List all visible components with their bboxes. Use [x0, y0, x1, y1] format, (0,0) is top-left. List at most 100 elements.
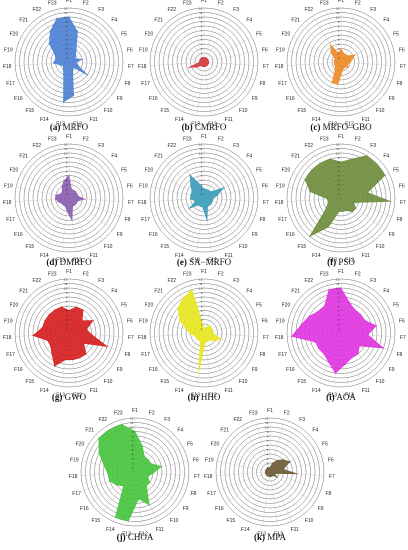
data-point-f9 [75, 202, 77, 204]
feature-label-f19: F19 [139, 183, 148, 189]
caption-letter: (a) [50, 122, 61, 132]
feature-label-f15: F15 [26, 379, 35, 385]
data-point-f21 [190, 185, 192, 187]
data-point-f13 [338, 210, 340, 212]
ring-label: 10 [336, 15, 340, 19]
caption-name: SA−MRFO [187, 257, 232, 267]
feature-label-f12: F12 [208, 257, 217, 263]
grid-spoke [203, 61, 212, 116]
data-point-f2 [205, 188, 208, 190]
caption-name: PSO [336, 257, 355, 267]
chart-caption: (g) GWO [52, 392, 87, 402]
data-point-f4 [282, 459, 284, 461]
caption-letter: (e) [177, 257, 187, 267]
feature-label-f21: F21 [19, 154, 28, 160]
data-point-f15 [309, 235, 311, 237]
data-point-f13 [202, 206, 204, 208]
data-point-f11 [148, 504, 150, 506]
feature-label-f14: F14 [40, 117, 49, 123]
feature-label-f23: F23 [320, 136, 329, 142]
data-point-f16 [196, 337, 198, 339]
data-point-f5 [354, 54, 356, 56]
data-point-f6 [77, 195, 79, 197]
ring-label: 10 [265, 425, 269, 429]
ring-label: 4 [338, 313, 340, 317]
ring-label: 2 [201, 322, 203, 326]
feature-label-f10: F10 [239, 108, 248, 114]
caption-name: MRFO–GBO [320, 122, 372, 132]
data-point-f6 [212, 330, 214, 332]
feature-label-f18: F18 [204, 474, 213, 480]
ring-label: 6 [267, 443, 269, 447]
data-point-f23 [56, 18, 58, 20]
data-point-f10 [145, 485, 147, 487]
feature-label-f23: F23 [320, 271, 329, 277]
data-point-f13 [337, 83, 339, 85]
ring-label: 9 [338, 156, 340, 160]
data-point-f17 [188, 66, 190, 68]
data-point-f3 [354, 309, 356, 311]
feature-label-f22: F22 [304, 278, 313, 284]
feature-label-f13: F13 [56, 257, 65, 263]
data-point-f7 [367, 334, 369, 336]
feature-label-f15: F15 [26, 108, 35, 114]
feature-label-f4: F4 [246, 289, 252, 295]
feature-label-f3: F3 [98, 7, 104, 13]
ring-label: 7 [66, 165, 68, 169]
ring-label: 5 [132, 448, 134, 452]
grid-spoke [150, 61, 205, 66]
feature-label-f20: F20 [145, 31, 154, 37]
feature-label-f13: F13 [328, 392, 337, 398]
data-point-f16 [62, 65, 65, 67]
ring-label: 5 [66, 174, 68, 178]
ring-label: 12 [199, 277, 203, 281]
data-point-f9 [276, 476, 278, 478]
data-point-f15 [266, 474, 268, 477]
data-point-f21 [61, 191, 64, 193]
data-point-f11 [271, 475, 273, 477]
data-point-f10 [206, 64, 208, 67]
chart-caption: (b) CMRFO [182, 122, 227, 132]
data-point-f10 [209, 339, 211, 341]
data-point-f17 [57, 201, 60, 203]
feature-label-f20: F20 [282, 302, 291, 308]
ring-label: 9 [338, 291, 340, 295]
feature-label-f19: F19 [139, 47, 148, 53]
data-point-f19 [309, 190, 311, 193]
feature-label-f8: F8 [259, 217, 265, 223]
feature-label-f3: F3 [233, 143, 239, 149]
data-point-f11 [206, 340, 209, 342]
ring-label: 6 [201, 169, 203, 173]
data-point-f2 [271, 462, 274, 464]
data-point-f15 [123, 485, 125, 487]
ring-label: 10 [336, 151, 340, 155]
caption-name: DMRFO [57, 257, 92, 267]
feature-label-f16: F16 [149, 232, 158, 238]
data-point-f5 [384, 174, 386, 176]
feature-label-f8: F8 [396, 217, 402, 223]
feature-label-f23: F23 [320, 0, 329, 6]
feature-label-f9: F9 [252, 367, 258, 373]
feature-label-f9: F9 [117, 96, 123, 102]
feature-label-f9: F9 [389, 232, 395, 238]
grid-spoke [203, 50, 257, 63]
grid-spoke [235, 471, 271, 514]
ring-label: 3 [201, 318, 203, 322]
feature-label-f11: F11 [362, 253, 370, 259]
data-point-f7 [84, 198, 86, 200]
data-point-f4 [147, 459, 149, 461]
data-point-f17 [108, 480, 111, 482]
data-point-f22 [329, 44, 332, 46]
feature-label-f2: F2 [83, 0, 89, 6]
feature-label-f15: F15 [227, 518, 236, 524]
data-point-f8 [106, 345, 108, 348]
data-point-f8 [76, 200, 79, 202]
data-point-f2 [76, 31, 79, 33]
feature-label-f15: F15 [26, 244, 35, 250]
grid-spoke [241, 425, 271, 473]
feature-label-f4: F4 [111, 18, 117, 24]
